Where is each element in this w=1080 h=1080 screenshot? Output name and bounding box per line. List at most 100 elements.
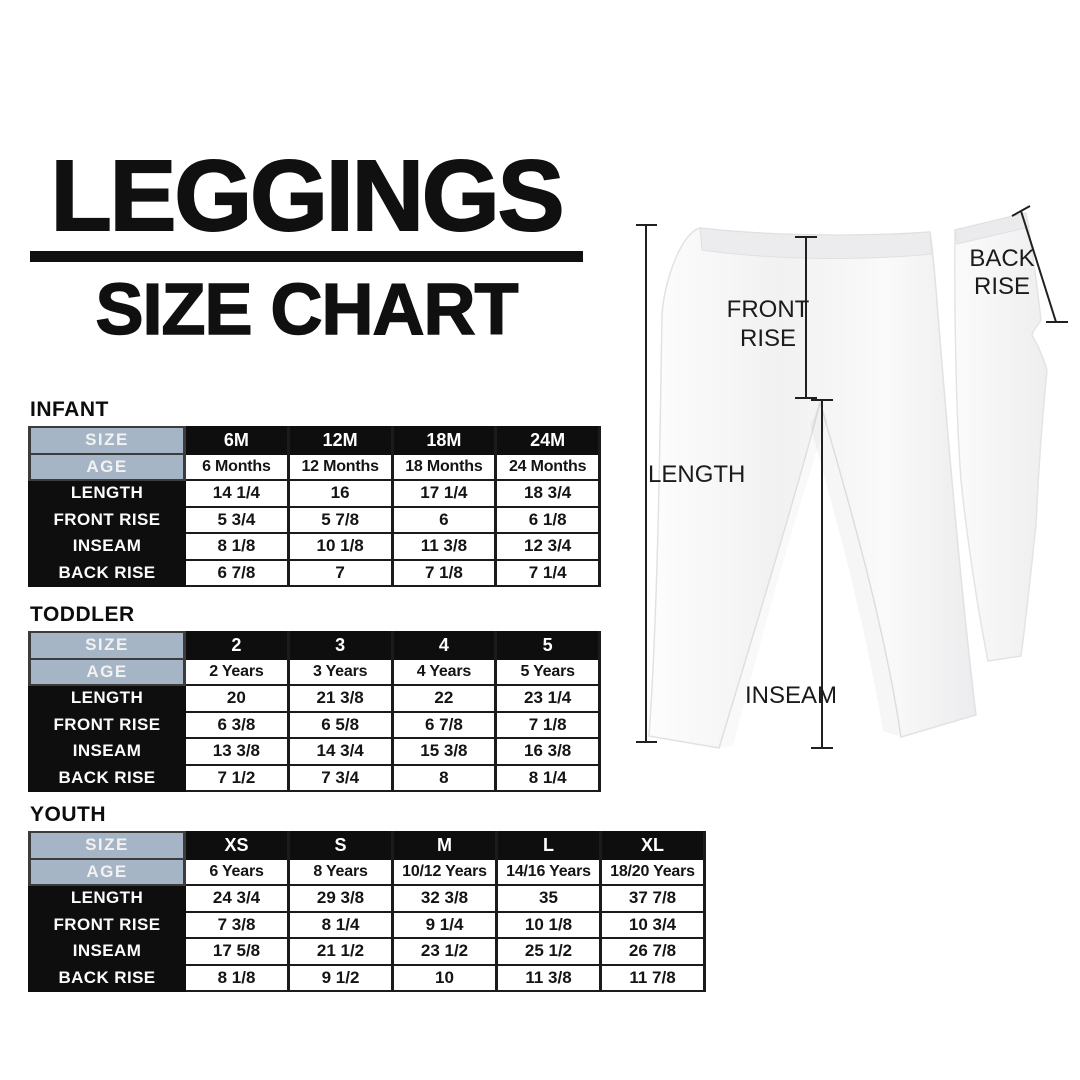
measurement-label-cell: INSEAM [28, 937, 186, 966]
measurement-row: FRONT RISE 7 3/8 8 1/4 9 1/4 10 1/8 10 3/4 [28, 910, 706, 939]
size-section-infant: INFANT SIZE 6M 12M 18M 24M AGE 6 Months 12 Month… [28, 399, 601, 587]
measurement-label-cell: INSEAM [28, 737, 186, 766]
leggings-waistband-shape [699, 227, 933, 260]
measurement-value-cell: 6 7/8 [390, 710, 498, 739]
measurement-row: FRONT RISE 5 3/4 5 7/8 6 6 1/8 [28, 505, 601, 534]
measurement-row: BACK RISE 7 1/2 7 3/4 8 8 1/4 [28, 763, 601, 792]
front-rise-label-line2: RISE [740, 325, 796, 352]
measurement-value-cell: 24 3/4 [183, 884, 290, 913]
measurement-row: INSEAM 13 3/8 14 3/4 15 3/8 16 3/8 [28, 737, 601, 766]
age-cell: 18/20 Years [599, 857, 706, 886]
age-cell: 2 Years [183, 657, 290, 686]
page-title: LEGGINGS [50, 140, 566, 252]
age-cell: 5 Years [494, 657, 601, 686]
size-cell: M [391, 831, 498, 860]
age-row-label: AGE [28, 857, 186, 886]
size-row: SIZE XS S M L XL [28, 831, 706, 860]
measurement-value-cell: 6 1/8 [494, 505, 601, 534]
size-cell: 18M [390, 426, 498, 455]
measurement-value-cell: 37 7/8 [599, 884, 706, 913]
measurement-value-cell: 21 3/8 [286, 684, 394, 713]
measurement-value-cell: 17 1/4 [390, 479, 498, 508]
measurement-value-cell: 6 5/8 [286, 710, 394, 739]
size-cell: 12M [286, 426, 394, 455]
measurement-row: FRONT RISE 6 3/8 6 5/8 6 7/8 7 1/8 [28, 710, 601, 739]
size-cell: 24M [494, 426, 601, 455]
measurement-value-cell: 7 1/8 [390, 558, 498, 587]
measurement-value-cell: 32 3/8 [391, 884, 498, 913]
age-cell: 6 Months [183, 452, 290, 481]
age-cell: 3 Years [286, 657, 394, 686]
measurement-label-cell: FRONT RISE [28, 910, 186, 939]
measurement-value-cell: 5 7/8 [286, 505, 394, 534]
measurement-value-cell: 8 1/8 [183, 532, 290, 561]
leggings-back-waistband-shape [954, 212, 1030, 245]
age-cell: 24 Months [494, 452, 601, 481]
measurement-value-cell: 10 [391, 963, 498, 992]
measurement-value-cell: 14 1/4 [183, 479, 290, 508]
back-rise-label-line1: BACK [969, 245, 1034, 272]
measurement-value-cell: 26 7/8 [599, 937, 706, 966]
age-cell: 14/16 Years [495, 857, 602, 886]
back-rise-measure-line [1020, 210, 1057, 323]
size-section-youth: YOUTH SIZE XS S M L XL AGE 6 Years 8 Years 10/12 Y… [28, 804, 706, 992]
measurement-value-cell: 11 3/8 [390, 532, 498, 561]
measurement-value-cell: 10 3/4 [599, 910, 706, 939]
measurement-value-cell: 6 [390, 505, 498, 534]
measurement-value-cell: 12 3/4 [494, 532, 601, 561]
size-row-label: SIZE [28, 426, 186, 455]
measurement-row: LENGTH 14 1/4 16 17 1/4 18 3/4 [28, 479, 601, 508]
age-row: AGE 2 Years 3 Years 4 Years 5 Years [28, 657, 601, 686]
measurement-value-cell: 5 3/4 [183, 505, 290, 534]
measurement-value-cell: 9 1/4 [391, 910, 498, 939]
measurement-value-cell: 14 3/4 [286, 737, 394, 766]
measurement-value-cell: 7 3/8 [183, 910, 290, 939]
measurement-value-cell: 16 3/8 [494, 737, 601, 766]
size-cell: 2 [183, 631, 290, 660]
inseam-label: INSEAM [745, 682, 837, 709]
measurement-value-cell: 11 3/8 [495, 963, 602, 992]
section-label-infant: INFANT [30, 398, 109, 421]
size-table-youth: SIZE XS S M L XL AGE 6 Years 8 Years 10/12 Years 1… [28, 831, 706, 992]
measurement-value-cell: 21 1/2 [287, 937, 394, 966]
size-row-label: SIZE [28, 631, 186, 660]
measurement-value-cell: 23 1/4 [494, 684, 601, 713]
size-cell: 4 [390, 631, 498, 660]
age-row: AGE 6 Months 12 Months 18 Months 24 Months [28, 452, 601, 481]
measurement-value-cell: 8 1/8 [183, 963, 290, 992]
size-cell: 3 [286, 631, 394, 660]
measurement-row: INSEAM 8 1/8 10 1/8 11 3/8 12 3/4 [28, 532, 601, 561]
section-label-youth: YOUTH [30, 803, 106, 826]
measurement-row: LENGTH 20 21 3/8 22 23 1/4 [28, 684, 601, 713]
measurement-label-cell: BACK RISE [28, 763, 186, 792]
measurement-row: INSEAM 17 5/8 21 1/2 23 1/2 25 1/2 26 7/8 [28, 937, 706, 966]
measurement-value-cell: 10 1/8 [495, 910, 602, 939]
measurement-value-cell: 7 1/4 [494, 558, 601, 587]
size-row: SIZE 2 3 4 5 [28, 631, 601, 660]
age-row-label: AGE [28, 452, 186, 481]
measurement-value-cell: 35 [495, 884, 602, 913]
measurement-value-cell: 8 [390, 763, 498, 792]
measurement-row: BACK RISE 6 7/8 7 7 1/8 7 1/4 [28, 558, 601, 587]
measurement-label-cell: BACK RISE [28, 558, 186, 587]
measurement-value-cell: 18 3/4 [494, 479, 601, 508]
age-row-label: AGE [28, 657, 186, 686]
age-row: AGE 6 Years 8 Years 10/12 Years 14/16 Years 1… [28, 857, 706, 886]
back-rise-top-tick [1011, 205, 1031, 217]
age-cell: 4 Years [390, 657, 498, 686]
age-cell: 10/12 Years [391, 857, 498, 886]
back-rise-label-line2: RISE [974, 273, 1030, 300]
size-table-infant: SIZE 6M 12M 18M 24M AGE 6 Months 12 Months 18 Mo… [28, 426, 601, 587]
size-cell: XL [599, 831, 706, 860]
measurement-value-cell: 9 1/2 [287, 963, 394, 992]
measurement-value-cell: 8 1/4 [494, 763, 601, 792]
measurement-value-cell: 11 7/8 [599, 963, 706, 992]
size-row: SIZE 6M 12M 18M 24M [28, 426, 601, 455]
size-section-toddler: TODDLER SIZE 2 3 4 5 AGE 2 Years 3 Years 4 Years 5… [28, 604, 601, 792]
measurement-label-cell: INSEAM [28, 532, 186, 561]
measurement-value-cell: 22 [390, 684, 498, 713]
measurement-value-cell: 7 3/4 [286, 763, 394, 792]
measurement-value-cell: 25 1/2 [495, 937, 602, 966]
measurement-value-cell: 15 3/8 [390, 737, 498, 766]
